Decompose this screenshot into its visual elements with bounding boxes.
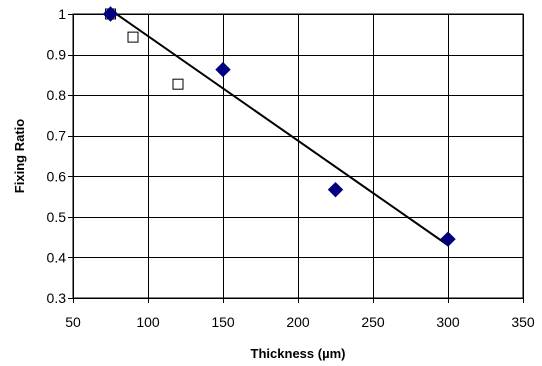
x-tick-label: 100 bbox=[136, 314, 160, 330]
grid bbox=[68, 14, 524, 303]
plot-area bbox=[72, 13, 524, 299]
diamond-marker bbox=[215, 61, 231, 78]
diamond-marker bbox=[102, 6, 119, 22]
y-tick-label: 0.6 bbox=[47, 168, 67, 184]
diamond-marker bbox=[327, 181, 344, 198]
x-tick-label: 150 bbox=[211, 314, 235, 330]
trendline bbox=[109, 9, 449, 247]
x-tick-label: 350 bbox=[511, 314, 535, 330]
y-tick-label: 0.3 bbox=[47, 290, 67, 306]
y-axis-title: Fixing Ratio bbox=[12, 119, 27, 193]
y-tick-label: 0.8 bbox=[47, 87, 67, 103]
y-tick-label: 0.9 bbox=[47, 47, 67, 63]
square-marker bbox=[127, 31, 139, 43]
x-axis-title: Thickness (µm) bbox=[251, 346, 346, 361]
x-tick-label: 200 bbox=[286, 314, 310, 330]
y-tick-labels: 0.3 0.4 0.5 0.6 0.7 0.8 0.9 1 bbox=[47, 6, 67, 306]
x-tick-label: 250 bbox=[361, 314, 385, 330]
y-tick-label: 1 bbox=[58, 6, 66, 22]
x-tick-label: 300 bbox=[436, 314, 460, 330]
diamond-marker bbox=[440, 231, 456, 247]
trendline-layer bbox=[109, 9, 449, 247]
y-tick-label: 0.4 bbox=[47, 249, 67, 265]
square-marker bbox=[172, 78, 184, 90]
data-points bbox=[102, 6, 456, 247]
y-tick-label: 0.5 bbox=[47, 209, 67, 225]
x-tick-labels: 50 100 150 200 250 300 350 bbox=[65, 314, 535, 330]
x-tick-label: 50 bbox=[65, 314, 81, 330]
y-tick-label: 0.7 bbox=[47, 128, 67, 144]
